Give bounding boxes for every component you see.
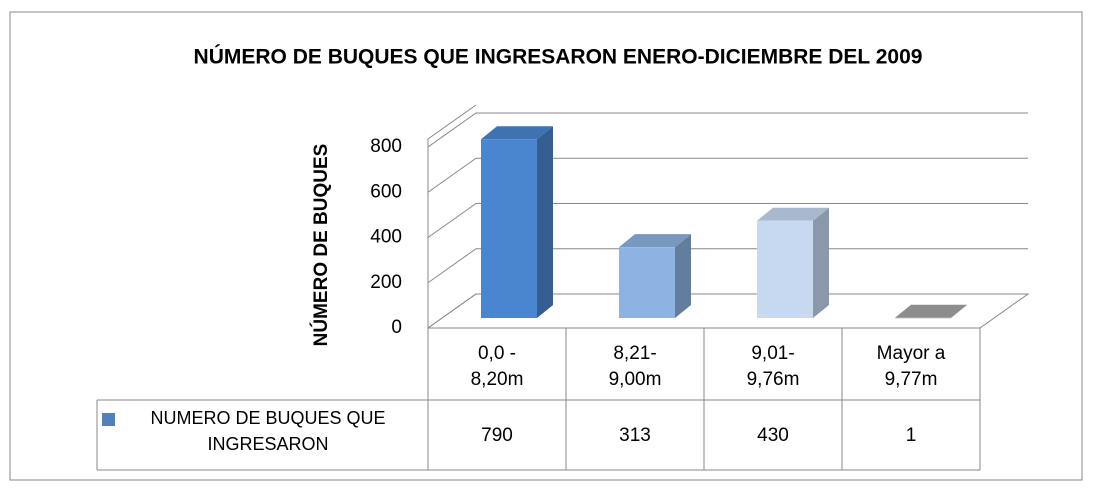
bar-top [895, 304, 967, 318]
x-tick-label: 9,01-9,76m [747, 343, 800, 390]
data-table-value: 1 [906, 425, 917, 446]
y-axis-label: NÚMERO DE BUQUES [310, 144, 332, 347]
grid-line [427, 112, 1028, 148]
y-tick-label: 400 [370, 227, 402, 248]
bar-side [537, 126, 553, 318]
grid-line [427, 157, 1028, 193]
bar [895, 317, 951, 319]
bar [757, 220, 813, 318]
y-tick-label: 200 [370, 272, 402, 293]
data-table-value: 313 [619, 425, 651, 446]
axis-wall [427, 104, 477, 328]
bar-side [675, 234, 691, 318]
bar-top [619, 234, 691, 248]
grid-line [427, 293, 1028, 329]
y-tick-label: 800 [370, 136, 402, 157]
bar-top [481, 126, 553, 140]
x-tick-label: 0,0 -8,20m [471, 343, 524, 390]
grid-line [427, 248, 1028, 284]
bar-side [813, 207, 829, 318]
data-table-value: 430 [757, 425, 789, 446]
chart-title: NÚMERO DE BUQUES QUE INGRESARON ENERO-DI… [194, 45, 923, 69]
bar-top [757, 207, 829, 221]
y-tick-label: 600 [370, 181, 402, 202]
data-table-value: 790 [481, 425, 513, 446]
x-tick-label: 8,21-9,00m [609, 343, 662, 390]
grid-line [427, 203, 1028, 238]
x-tick-label: Mayor a 9,77m [877, 343, 946, 390]
bar-side [951, 304, 967, 318]
bar [481, 139, 537, 318]
y-tick-label: 0 [391, 317, 402, 338]
legend-swatch [102, 413, 115, 426]
bar [619, 247, 675, 318]
legend-label: NUMERO DE BUQUES QUE INGRESARON [150, 408, 386, 454]
